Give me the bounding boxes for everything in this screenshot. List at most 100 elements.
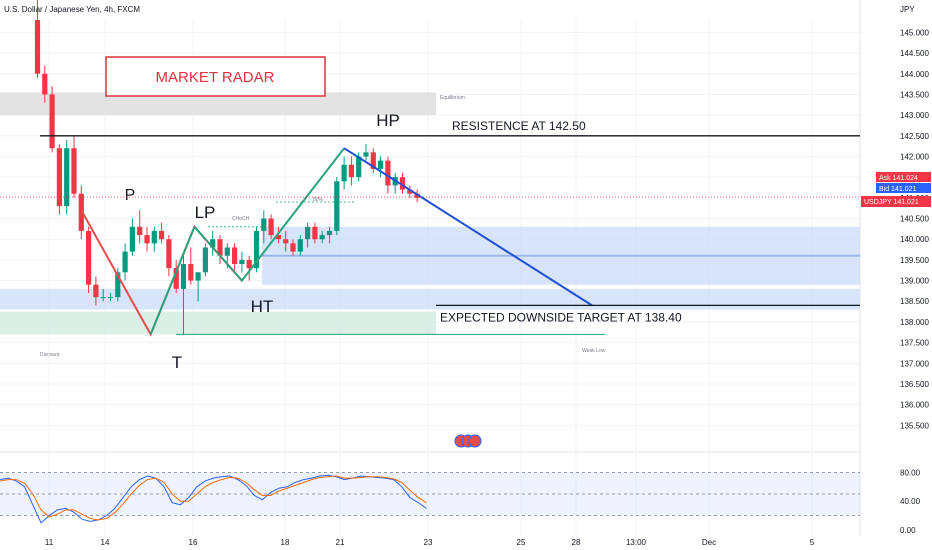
x-tick-label: 13:00 (626, 538, 647, 547)
price-axis[interactable]: 145.000 144.500 144.000 143.500 143.000 142.5… (900, 28, 929, 430)
target-label: EXPECTED DOWNSIDE TARGET AT 138.40 (440, 310, 682, 324)
stoch-d-line (0, 475, 427, 521)
price-zone (0, 288, 860, 310)
candle (100, 288, 106, 302)
annotation-ht: HT (251, 297, 274, 316)
x-tick-label: 5 (810, 538, 815, 547)
y-tick-label: 144.000 (900, 70, 929, 79)
market-radar-box: MARKET RADAR (105, 56, 326, 97)
candle (129, 218, 135, 256)
candle (137, 210, 143, 244)
annotation-lp: LP (195, 203, 216, 222)
osc-tick-label: 40.00 (900, 497, 921, 506)
x-tick-label: 25 (517, 538, 526, 547)
candle (93, 276, 99, 306)
equilibrium-label: Equilibrium (440, 95, 465, 101)
candle (239, 251, 245, 273)
y-tick-label: 144.500 (900, 49, 929, 58)
y-tick-label: 143.500 (900, 90, 929, 99)
candle (166, 235, 172, 277)
candle (202, 243, 208, 277)
x-tick-label: Dec (702, 538, 716, 547)
osc-tick-label: 80.00 (900, 468, 921, 477)
downside-projection-line (343, 147, 593, 307)
y-tick-label: 140.000 (900, 235, 929, 244)
candle (188, 247, 194, 285)
candle (159, 222, 165, 244)
price-zones (0, 92, 860, 335)
candle (246, 255, 252, 281)
event-flags-icon[interactable] (454, 434, 482, 448)
candle (180, 255, 187, 335)
candle (261, 210, 267, 244)
candle (392, 173, 398, 194)
annotation-t: T (172, 353, 182, 372)
candle (370, 148, 376, 174)
pattern-path-green (193, 147, 345, 283)
y-tick-label: 138.000 (900, 318, 929, 327)
currency-label: JPY (900, 5, 915, 14)
annotation-hp: HP (376, 111, 400, 130)
market-radar-title: MARKET RADAR (156, 69, 275, 86)
price-badge: Bid 141.021 (876, 183, 931, 193)
candle (268, 214, 274, 240)
candle (407, 185, 413, 198)
pattern-leg-green (149, 226, 196, 335)
pct-label: 80% (313, 197, 324, 203)
y-tick-label: 137.000 (900, 359, 929, 368)
y-tick-label: 138.500 (900, 297, 929, 306)
candle (64, 139, 70, 215)
svg-text:Bid 141.021: Bid 141.021 (879, 186, 916, 193)
candlestick-series (34, 0, 420, 335)
candle (319, 230, 325, 244)
y-tick-label: 140.500 (900, 215, 929, 224)
candle (290, 239, 296, 256)
x-tick-label: 11 (45, 538, 54, 547)
candle (217, 235, 223, 265)
price-badge: Ask 141.024 (876, 172, 931, 182)
candle (414, 189, 420, 202)
y-tick-label: 135.500 (900, 421, 929, 430)
candle (122, 243, 128, 281)
time-axis[interactable]: 11 14 16 18 21 23 25 28 13:00 Dec 5 (45, 538, 815, 547)
stochastic-oscillator: 80.00 40.00 0.00 (0, 468, 921, 535)
level-lines: RESISTENCE AT 142.50 EXPECTED DOWNSIDE TA… (40, 119, 860, 324)
x-tick-label: 14 (101, 538, 110, 547)
candle (348, 156, 354, 186)
pattern-annotations: P LP T HT HP (125, 111, 400, 372)
x-tick-label: 18 (281, 538, 290, 547)
y-tick-label: 142.500 (900, 132, 929, 141)
pattern-lines (80, 147, 593, 337)
candle (78, 185, 84, 240)
price-badges: Ask 141.024 Bid 141.021 USDJPY 141.021 (0, 172, 931, 207)
discount-label: Discount (40, 352, 60, 358)
y-tick-label: 139.500 (900, 256, 929, 265)
y-tick-label: 136.000 (900, 401, 929, 410)
price-badge: USDJPY 141.021 (861, 196, 931, 207)
candle (232, 243, 238, 273)
price-zone (0, 92, 436, 116)
candle (253, 226, 260, 273)
x-tick-label: 21 (336, 538, 345, 547)
candle (275, 226, 281, 244)
candle (399, 173, 406, 194)
y-tick-label: 136.500 (900, 380, 929, 389)
y-tick-label: 139.000 (900, 277, 929, 286)
candle (34, 0, 41, 78)
candle (195, 272, 201, 302)
y-tick-label: 142.000 (900, 152, 929, 161)
svg-text:USDJPY 141.021: USDJPY 141.021 (864, 199, 919, 206)
choch-label: CHoCH (232, 216, 250, 222)
candle (312, 222, 318, 244)
x-tick-label: 28 (572, 538, 581, 547)
candle (151, 226, 157, 252)
y-tick-label: 137.500 (900, 339, 929, 348)
candle (334, 177, 340, 236)
x-tick-label: 23 (424, 538, 433, 547)
candle (297, 235, 303, 256)
symbol-title: U.S. Dollar / Japanese Yen, 4h, FXCM (4, 5, 140, 14)
candle (42, 65, 48, 103)
resistance-label: RESISTENCE AT 142.50 (452, 119, 586, 133)
candle (86, 226, 92, 293)
